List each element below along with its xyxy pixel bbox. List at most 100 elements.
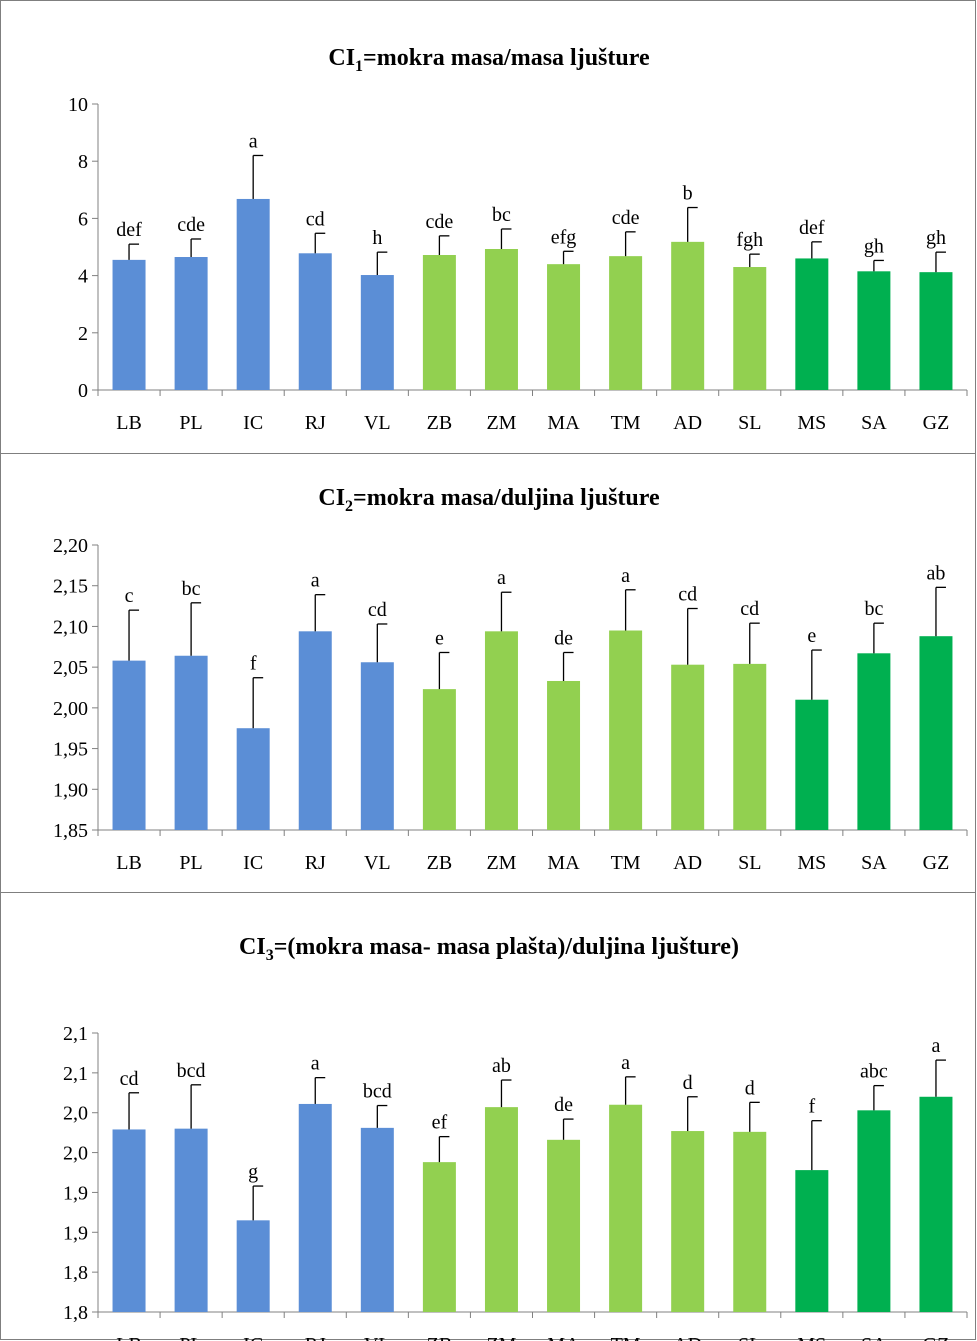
bar-lb	[112, 259, 146, 390]
error-bar	[190, 602, 202, 656]
error-bar	[687, 206, 698, 242]
significance-letter: fgh	[736, 229, 763, 251]
bar-ms	[795, 258, 829, 390]
bar-zb	[422, 255, 456, 390]
significance-letter: a	[621, 1052, 630, 1074]
y-tick-label: 10	[68, 94, 88, 116]
bar-zm	[484, 631, 518, 830]
significance-letter: cde	[612, 207, 640, 229]
y-tick-label: 1,9	[63, 1182, 88, 1204]
x-category-label: SL	[738, 412, 761, 434]
bar-gz	[919, 272, 953, 390]
bar-ic	[236, 198, 270, 390]
bar-ma	[547, 264, 581, 390]
bar-vl	[360, 662, 394, 830]
significance-letter: def	[116, 219, 142, 241]
error-bar	[314, 594, 326, 632]
error-bar	[438, 651, 450, 690]
y-tick-label: 2	[78, 323, 88, 345]
y-tick-label: 8	[78, 151, 88, 173]
y-tick-label: 4	[78, 266, 88, 288]
x-category-label: PL	[179, 1334, 202, 1341]
error-bar	[376, 623, 388, 663]
bar-zb	[422, 1162, 456, 1312]
x-category-label: IC	[243, 852, 263, 874]
x-category-label: LB	[116, 412, 142, 434]
error-bar	[252, 1185, 264, 1221]
x-category-label: ZB	[427, 1334, 453, 1341]
bar-sa	[857, 271, 891, 390]
x-category-label: VL	[364, 412, 391, 434]
y-tick-label: 1,85	[53, 820, 88, 842]
bar-zm	[484, 1107, 518, 1312]
significance-letter: cde	[177, 214, 205, 236]
significance-letter: cd	[120, 1068, 139, 1090]
chart-ci3: CI3=(mokra masa- masa plašta)/duljina lj…	[63, 934, 968, 1341]
error-bar	[128, 243, 140, 260]
y-tick-label: 2,0	[63, 1103, 88, 1125]
bar-ad	[671, 1131, 705, 1312]
x-category-label: AD	[673, 852, 702, 874]
significance-letter: bcd	[177, 1060, 206, 1082]
error-bar	[314, 232, 326, 254]
error-bar	[252, 154, 264, 199]
x-category-label: ZM	[486, 412, 516, 434]
error-bar	[190, 1084, 202, 1129]
significance-letter: a	[249, 130, 258, 152]
significance-letter: b	[683, 183, 693, 205]
error-bar	[624, 231, 636, 257]
significance-letter: a	[621, 565, 630, 587]
x-category-label: ZB	[427, 852, 453, 874]
significance-letter: cd	[678, 584, 697, 606]
x-category-label: TM	[611, 852, 641, 874]
bar-ad	[671, 664, 705, 830]
error-bar	[873, 622, 884, 654]
x-category-label: GZ	[923, 852, 950, 874]
x-category-label: MS	[797, 412, 826, 434]
error-bar	[687, 1096, 698, 1132]
significance-letter: gh	[864, 235, 884, 257]
bar-sl	[733, 663, 767, 830]
bar-ms	[795, 699, 829, 830]
x-category-label: MA	[547, 1334, 580, 1341]
bar-gz	[919, 1096, 953, 1312]
bar-pl	[174, 655, 208, 830]
x-category-label: AD	[673, 412, 702, 434]
bar-sl	[733, 267, 767, 390]
error-bar	[624, 589, 636, 631]
significance-letter: cde	[426, 211, 454, 233]
x-category-label: SL	[738, 852, 761, 874]
chart-ci1: CI1=mokra masa/masa ljušture 0 2 4 6 8 10 def LB…	[68, 45, 968, 434]
significance-letter: g	[248, 1161, 258, 1183]
error-bar	[935, 586, 946, 637]
error-bar	[128, 1092, 140, 1130]
error-bar	[252, 677, 264, 729]
significance-letter: h	[372, 227, 382, 249]
x-category-label: GZ	[923, 412, 950, 434]
x-category-label: LB	[116, 1334, 142, 1341]
bar-rj	[298, 631, 332, 830]
bar-lb	[112, 1129, 146, 1312]
significance-letter: d	[745, 1077, 755, 1099]
x-category-label: ZM	[486, 852, 516, 874]
y-tick-label: 2,10	[53, 616, 88, 638]
bar-tm	[609, 256, 643, 390]
chart-title: CI3=(mokra masa- masa plašta)/duljina lj…	[239, 934, 739, 964]
significance-letter: a	[311, 1053, 320, 1075]
bar-tm	[609, 630, 643, 830]
chart-panel-ci2: CI2=mokra masa/duljina ljušture 1,85 1,90 1…	[0, 453, 976, 893]
significance-letter: e	[435, 627, 444, 649]
bar-sa	[857, 653, 891, 830]
error-bar	[811, 1120, 822, 1171]
significance-letter: efg	[551, 226, 577, 248]
x-category-label: MA	[547, 852, 580, 874]
x-category-label: SL	[738, 1334, 761, 1341]
error-bar	[687, 607, 698, 665]
x-category-label: SA	[861, 412, 887, 434]
x-category-label: GZ	[923, 1334, 950, 1341]
bar-rj	[298, 1103, 332, 1312]
error-bar	[562, 1118, 574, 1140]
y-tick-label: 1,8	[63, 1302, 88, 1324]
error-bar	[500, 591, 512, 632]
chart-panel-ci3: CI3=(mokra masa- masa plašta)/duljina lj…	[0, 892, 976, 1341]
